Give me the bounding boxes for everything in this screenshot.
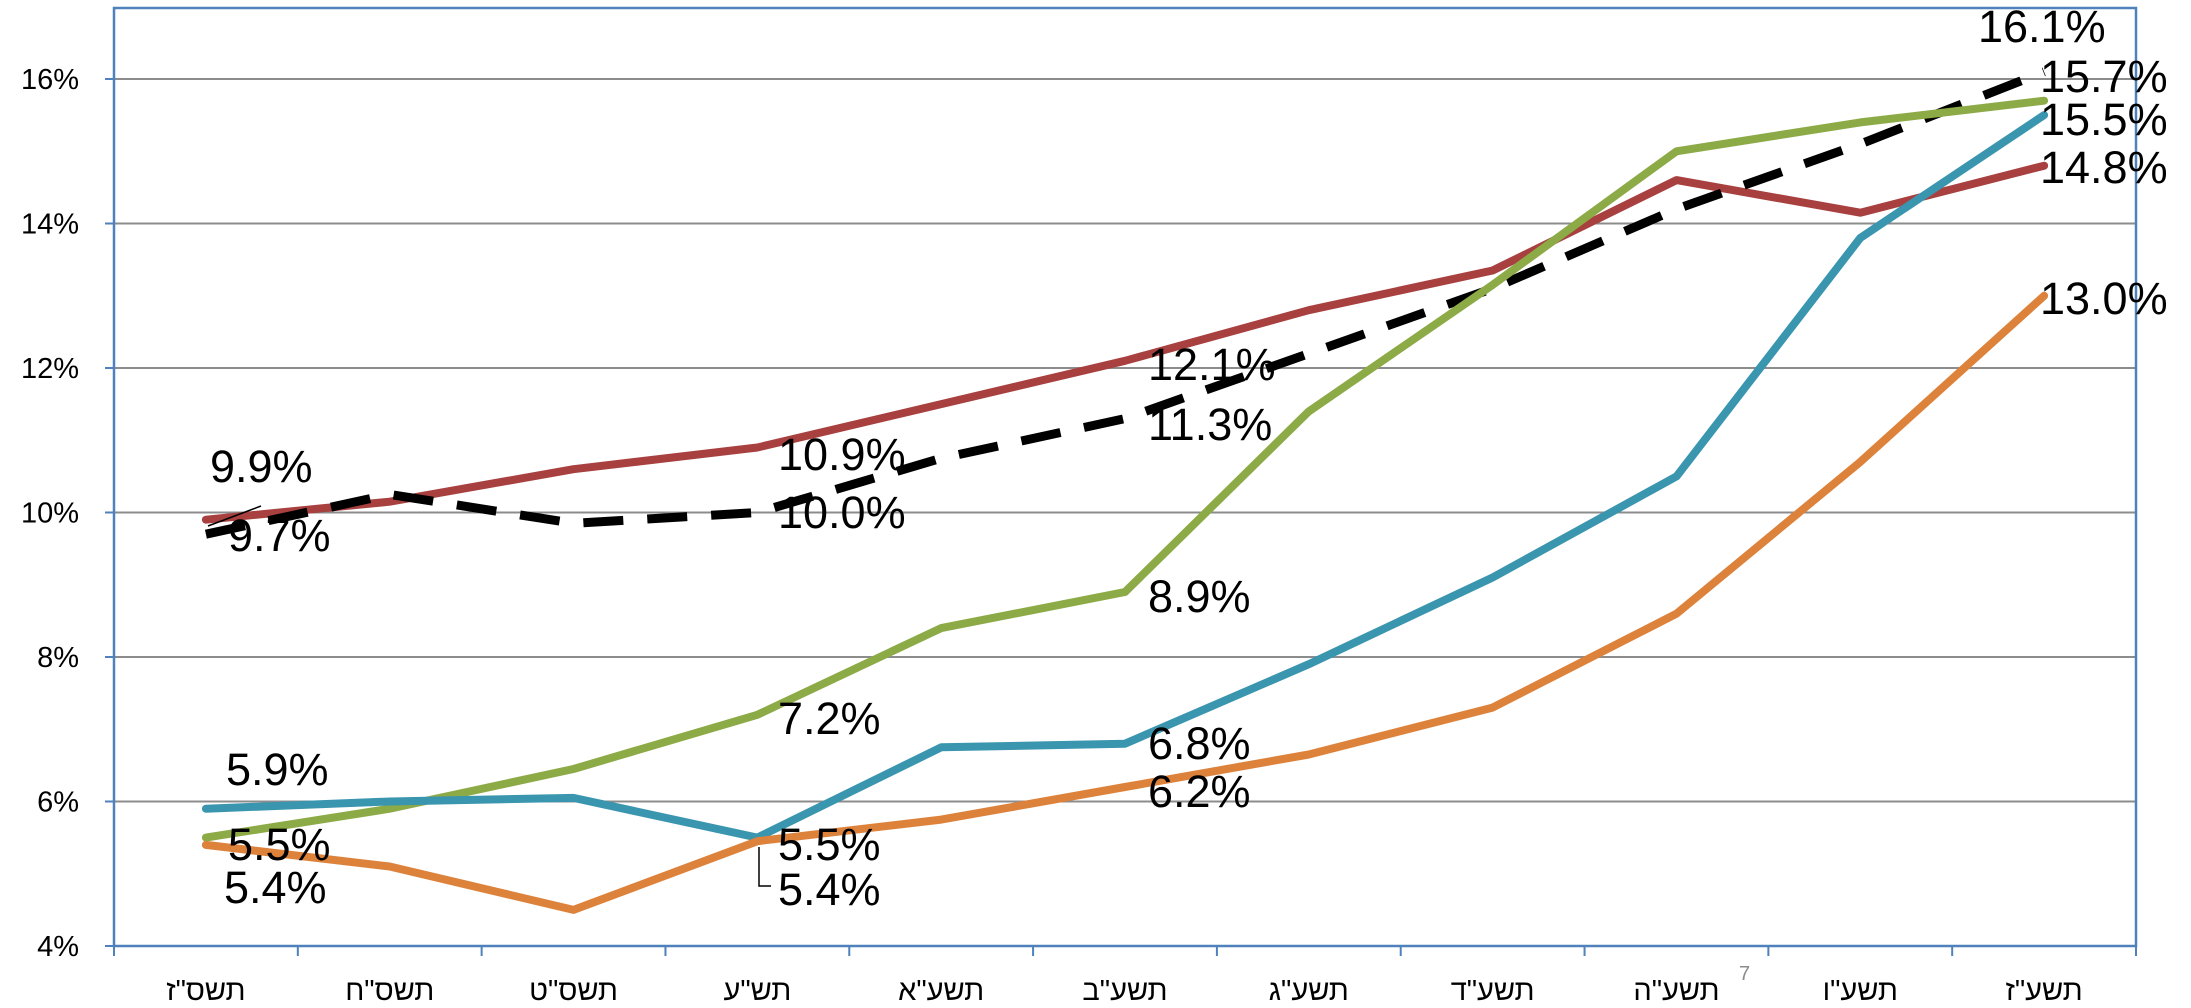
x-tick-label: תשע"ד xyxy=(1451,975,1535,1007)
x-tick-label: תשע"ג xyxy=(1269,975,1349,1007)
x-tick-label: תשס"ט xyxy=(529,975,618,1007)
data-label: 12.1% xyxy=(1148,339,1276,390)
y-axis: 4% 6% 8% 10% 12% 14% 16% xyxy=(21,64,114,963)
data-label: 6.8% xyxy=(1148,718,1251,769)
data-label: 8.9% xyxy=(1148,571,1251,622)
x-tick-label: תשע"ה xyxy=(1633,975,1719,1007)
y-tick-label: 4% xyxy=(37,931,79,963)
series-line-2 xyxy=(204,67,2046,539)
x-tick-label: תשע"ו xyxy=(1823,975,1898,1007)
data-labels: 9.9% 10.9% 12.1% 14.8% 9.7% 10.0% 11.3% 16.1% 5.… xyxy=(210,1,2168,915)
x-tick-label: תשע"א xyxy=(898,975,984,1007)
data-label: 6.2% xyxy=(1148,766,1251,817)
x-axis: תשס"ז תשס"ח תשס"ט תש"ע תשע"א תשע"ב תשע"ג תשע"ד ת… xyxy=(113,946,2137,1007)
y-tick-label: 6% xyxy=(37,787,79,819)
y-tick-label: 12% xyxy=(21,353,79,385)
x-tick-label: תשע"ז xyxy=(2005,975,2082,1007)
series-line-4 xyxy=(201,111,2049,842)
data-label: 5.4% xyxy=(778,864,881,915)
data-label: 16.1% xyxy=(1978,1,2106,52)
plot-area-border xyxy=(112,6,2138,948)
data-label: 15.5% xyxy=(2040,94,2168,145)
y-tick-label: 8% xyxy=(37,642,79,674)
data-label: 10.0% xyxy=(778,487,906,538)
data-label: 5.4% xyxy=(224,862,327,913)
data-label: 11.3% xyxy=(1148,399,1272,450)
y-tick-label: 16% xyxy=(21,64,79,96)
series-line-3 xyxy=(201,96,2049,842)
data-label: 5.5% xyxy=(228,819,331,870)
y-tick-label: 10% xyxy=(21,498,79,530)
data-label: 14.8% xyxy=(2040,142,2168,193)
footnote-marker: 7 xyxy=(1739,963,1750,985)
leader-line-first xyxy=(207,505,262,527)
y-tick-label: 14% xyxy=(21,209,79,241)
data-label: 5.5% xyxy=(778,819,881,870)
data-label: 7.2% xyxy=(778,693,881,744)
x-tick-label: תשע"ב xyxy=(1082,975,1167,1007)
data-label: 9.7% xyxy=(228,510,331,561)
series-line-5 xyxy=(201,291,2049,914)
x-tick-label: תש"ע xyxy=(723,975,791,1007)
grid-lines xyxy=(114,78,2136,803)
data-label: 13.0% xyxy=(2040,273,2168,324)
series-lines xyxy=(201,67,2049,914)
x-tick-label: תשס"ז xyxy=(166,975,245,1007)
leader-lines xyxy=(207,505,771,887)
data-label: 9.9% xyxy=(210,441,313,492)
data-label: 5.9% xyxy=(226,744,329,795)
leader-line-tashaa xyxy=(758,847,771,887)
data-label: 10.9% xyxy=(778,429,906,480)
data-label: 15.7% xyxy=(2040,51,2168,102)
series-line-1 xyxy=(201,161,2049,524)
x-tick-label: תשס"ח xyxy=(345,975,434,1007)
